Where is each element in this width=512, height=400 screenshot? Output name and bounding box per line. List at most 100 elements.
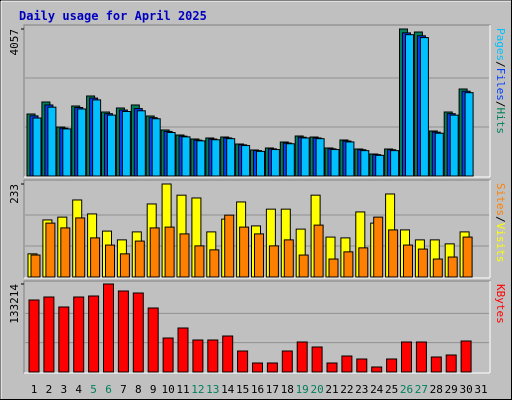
bar xyxy=(192,339,204,373)
x-tick-label: 15 xyxy=(236,383,249,396)
legend-separator: / xyxy=(494,101,507,108)
legend: Sites/Visits xyxy=(494,183,507,263)
legend-entry: Files xyxy=(494,68,507,101)
bar xyxy=(405,34,414,177)
bar xyxy=(58,306,70,373)
bar xyxy=(62,128,72,177)
bar xyxy=(283,239,294,278)
chart-title: Daily usage for April 2025 xyxy=(19,9,207,23)
legend-entry: Hits xyxy=(494,108,507,135)
x-tick-label: 4 xyxy=(75,383,82,396)
bar xyxy=(117,290,129,373)
bar xyxy=(207,339,219,373)
bar xyxy=(296,341,308,373)
bar xyxy=(415,341,427,373)
legend-separator: / xyxy=(494,216,507,223)
bar xyxy=(401,341,412,373)
bar xyxy=(390,150,400,177)
bar xyxy=(449,114,459,177)
x-tick-label: 5 xyxy=(90,383,97,396)
x-tick-label: 20 xyxy=(310,383,323,396)
bar xyxy=(147,307,159,373)
x-tick-label: 31 xyxy=(474,383,487,396)
bar xyxy=(149,227,160,278)
bar xyxy=(313,224,324,278)
x-tick-label: 25 xyxy=(385,383,398,396)
bar xyxy=(224,214,235,278)
bar xyxy=(345,141,355,177)
y-tick-label: 4057 xyxy=(8,29,21,56)
bar xyxy=(268,245,279,278)
bar xyxy=(30,254,41,278)
x-tick-label: 18 xyxy=(281,383,294,396)
legend-entry: KBytes xyxy=(494,284,507,324)
legend-separator: / xyxy=(494,61,507,68)
x-tick-label: 6 xyxy=(105,383,112,396)
bar xyxy=(252,362,263,373)
x-tick-label: 26 xyxy=(400,383,413,396)
bar xyxy=(256,150,265,177)
bar xyxy=(386,358,398,373)
bar xyxy=(330,149,340,177)
x-tick-label: 1 xyxy=(31,383,38,396)
legend-entry: Sites xyxy=(494,183,507,216)
bar xyxy=(417,248,428,278)
bar xyxy=(73,296,85,373)
bar xyxy=(343,251,354,278)
bar xyxy=(237,350,249,373)
bar xyxy=(270,149,280,177)
bar xyxy=(462,236,473,278)
bar xyxy=(166,132,176,177)
bar xyxy=(75,217,86,278)
bar xyxy=(375,154,385,177)
bar xyxy=(356,358,368,373)
bar xyxy=(132,292,144,373)
x-tick-label: 2 xyxy=(46,383,53,396)
bar xyxy=(179,233,190,278)
x-tick-label: 11 xyxy=(176,383,189,396)
bar xyxy=(464,92,474,177)
bar xyxy=(136,110,146,177)
bar xyxy=(194,245,205,278)
bar xyxy=(177,327,189,373)
bar xyxy=(90,237,101,278)
bar xyxy=(285,143,295,177)
bar xyxy=(430,356,442,373)
bar xyxy=(211,139,221,177)
bar xyxy=(77,108,87,177)
bar xyxy=(281,350,293,373)
bar xyxy=(162,337,174,373)
bar xyxy=(43,296,55,373)
bar xyxy=(92,99,102,177)
bar xyxy=(151,118,161,177)
x-tick-label: 29 xyxy=(445,383,458,396)
legend-entry: Pages xyxy=(494,28,507,61)
bar xyxy=(341,355,353,373)
x-tick-label: 3 xyxy=(60,383,67,396)
x-tick-label: 27 xyxy=(415,383,428,396)
x-tick-label: 21 xyxy=(325,383,338,396)
x-tick-label: 23 xyxy=(355,383,368,396)
bar xyxy=(103,283,114,373)
bar xyxy=(311,346,323,373)
bar xyxy=(181,136,191,177)
bar xyxy=(360,150,370,177)
bar xyxy=(209,249,220,278)
bar xyxy=(419,37,429,177)
bar xyxy=(388,229,399,278)
bar xyxy=(403,244,413,278)
bar xyxy=(266,362,278,373)
bar xyxy=(326,362,338,373)
bar xyxy=(358,247,369,278)
legend: Pages/Files/Hits xyxy=(494,28,507,134)
bar xyxy=(298,254,309,278)
bar xyxy=(222,335,234,373)
bar xyxy=(328,258,339,278)
bar xyxy=(373,216,384,278)
bar xyxy=(45,222,56,278)
bar xyxy=(226,138,236,177)
x-tick-label: 22 xyxy=(340,383,353,396)
bar xyxy=(196,140,206,177)
x-tick-label: 14 xyxy=(221,383,235,396)
